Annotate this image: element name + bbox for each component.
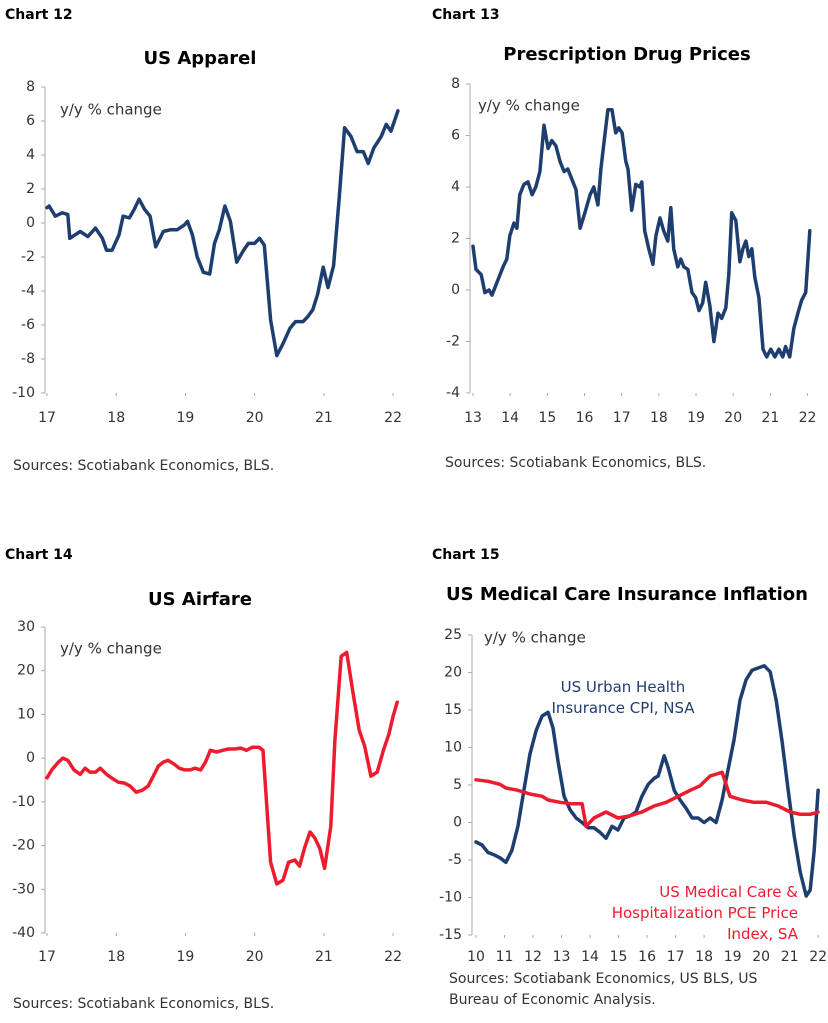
x-tick-label: 12 [524, 949, 542, 965]
y-tick-label: 15 [444, 702, 462, 718]
x-tick-label: 17 [38, 410, 56, 426]
x-tick-label: 20 [246, 949, 264, 965]
x-tick-label: 10 [467, 949, 485, 965]
y-tick-label: 20 [17, 663, 35, 679]
data-line [45, 109, 400, 358]
y-tick-label: -10 [12, 794, 35, 810]
y-tick-label: 10 [444, 740, 462, 756]
x-tick-label: 16 [576, 410, 594, 426]
x-tick-label: 18 [650, 410, 668, 426]
x-tick-label: 22 [809, 949, 827, 965]
x-tick-label: 15 [610, 949, 628, 965]
x-tick-label: 18 [107, 949, 125, 965]
y-tick-label: -2 [446, 334, 460, 350]
y-tick-label: -4 [446, 385, 460, 401]
source-note: Sources: Scotiabank Economics, BLS. [445, 455, 707, 471]
x-tick-label: 22 [799, 410, 817, 426]
y-tick-label: -40 [12, 925, 35, 941]
x-tick-label: 21 [315, 410, 333, 426]
y-tick-label: -20 [12, 838, 35, 854]
chart-label: Chart 14 [5, 547, 73, 563]
y-tick-label: 0 [26, 750, 35, 766]
y-tick-label: 20 [444, 665, 462, 681]
x-tick-label: 22 [384, 410, 402, 426]
y-tick-label: -6 [21, 317, 35, 333]
y-tick-label: 25 [444, 627, 462, 643]
y-tick-label: -15 [439, 927, 462, 943]
y-tick-label: 2 [26, 181, 35, 197]
x-tick-label: 18 [107, 410, 125, 426]
chart-title: US Airfare [148, 589, 252, 610]
series-label: US Urban Health Insurance CPI, NSA [551, 678, 695, 717]
x-tick-label: 19 [724, 949, 742, 965]
y-tick-label: 2 [451, 231, 460, 247]
x-tick-label: 20 [752, 949, 770, 965]
data-line [474, 664, 820, 898]
chart-title: US Apparel [144, 48, 257, 69]
chart-label: Chart 13 [432, 7, 500, 23]
y-axis-label: y/y % change [60, 101, 162, 119]
x-tick-label: 13 [553, 949, 571, 965]
source-note: Sources: Scotiabank Economics, BLS. [13, 458, 275, 474]
x-tick-label: 14 [501, 410, 519, 426]
x-tick-label: 17 [613, 410, 631, 426]
x-tick-label: 13 [464, 410, 482, 426]
y-tick-label: 0 [26, 215, 35, 231]
x-tick-label: 21 [761, 410, 779, 426]
x-tick-label: 18 [695, 949, 713, 965]
x-tick-label: 20 [246, 410, 264, 426]
y-tick-label: 5 [453, 777, 462, 793]
y-tick-label: 6 [451, 128, 460, 144]
chart-title: US Medical Care Insurance Inflation [446, 584, 808, 605]
chart-label: Chart 15 [432, 547, 500, 563]
y-axis-label: y/y % change [484, 629, 586, 647]
y-tick-label: 8 [26, 79, 35, 95]
x-tick-label: 19 [177, 949, 195, 965]
y-tick-label: 0 [451, 282, 460, 298]
chart-label: Chart 12 [5, 7, 73, 23]
y-tick-label: -4 [21, 283, 35, 299]
x-tick-label: 17 [38, 949, 56, 965]
y-tick-label: 0 [453, 815, 462, 831]
source-note: Sources: Scotiabank Economics, BLS. [13, 996, 275, 1012]
x-tick-label: 19 [177, 410, 195, 426]
x-tick-label: 21 [315, 949, 333, 965]
chart-title: Prescription Drug Prices [503, 44, 750, 65]
y-tick-label: 6 [26, 113, 35, 129]
y-tick-label: 30 [17, 619, 35, 635]
y-tick-label: 10 [17, 706, 35, 722]
y-tick-label: 4 [451, 179, 460, 195]
y-tick-label: -30 [12, 881, 35, 897]
series-label: US Medical Care & Hospitalization PCE Pr… [611, 883, 798, 943]
source-note: Sources: Scotiabank Economics, US BLS, U… [449, 971, 758, 1008]
x-tick-label: 20 [724, 410, 742, 426]
y-tick-label: -10 [439, 890, 462, 906]
y-tick-label: -5 [448, 852, 462, 868]
x-tick-label: 11 [496, 949, 514, 965]
x-tick-label: 22 [384, 949, 402, 965]
x-tick-label: 14 [581, 949, 599, 965]
y-axis-label: y/y % change [60, 640, 162, 658]
data-line [45, 650, 399, 886]
y-tick-label: -8 [21, 351, 35, 367]
x-tick-label: 16 [638, 949, 656, 965]
x-tick-label: 19 [687, 410, 705, 426]
x-tick-label: 17 [667, 949, 685, 965]
y-tick-label: 8 [451, 76, 460, 92]
y-tick-label: -10 [12, 385, 35, 401]
x-tick-label: 21 [781, 949, 799, 965]
data-line [474, 770, 820, 829]
data-line [471, 108, 812, 359]
y-axis-label: y/y % change [478, 97, 580, 115]
y-tick-label: 4 [26, 147, 35, 163]
x-tick-label: 15 [538, 410, 556, 426]
y-tick-label: -2 [21, 249, 35, 265]
